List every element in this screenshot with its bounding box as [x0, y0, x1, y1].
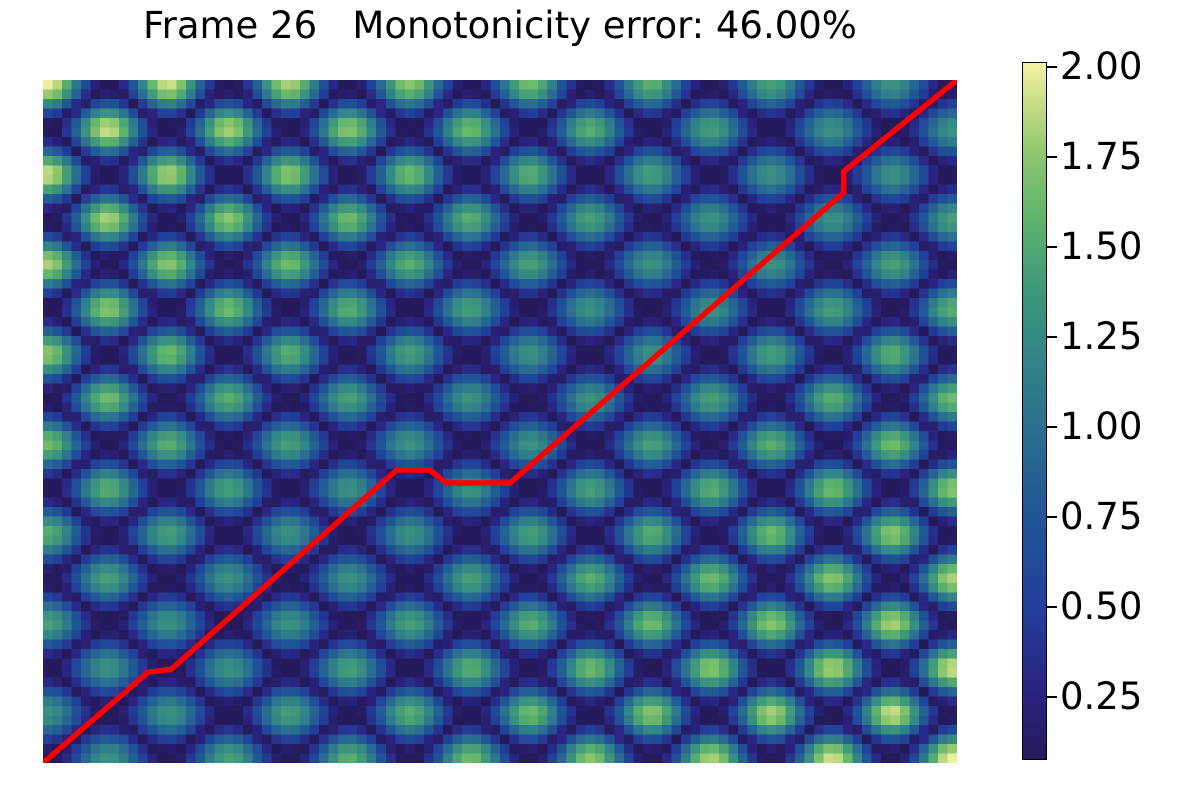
chart-title: Frame 26 Monotonicity error: 46.00% [143, 4, 857, 47]
colorbar-tick [1047, 516, 1057, 518]
colorbar-tick [1047, 156, 1057, 159]
colorbar-tick-label: 1.25 [1060, 315, 1143, 359]
colorbar-tick [1047, 696, 1057, 698]
alignment-path-svg [43, 80, 957, 763]
colorbar-tick [1047, 246, 1057, 249]
colorbar-tick [1047, 336, 1057, 339]
colorbar-tick-label: 1.75 [1060, 135, 1143, 179]
colorbar-tick-label: 0.50 [1060, 585, 1143, 628]
colorbar-gradient [1022, 62, 1047, 760]
colorbar: 2.00 1.75 1.50 1.25 1.00 0.75 0.50 0.25 [1022, 45, 1200, 760]
colorbar-tick-label: 0.75 [1060, 495, 1143, 538]
colorbar-tick [1047, 426, 1057, 429]
colorbar-tick [1047, 66, 1057, 69]
colorbar-tick-label: 1.50 [1060, 225, 1143, 269]
colorbar-tick-label: 1.00 [1060, 405, 1143, 449]
alignment-path [43, 80, 957, 763]
colorbar-tick-label: 0.25 [1060, 675, 1143, 718]
colorbar-tick [1047, 606, 1057, 608]
colorbar-tick-label: 2.00 [1060, 45, 1143, 89]
